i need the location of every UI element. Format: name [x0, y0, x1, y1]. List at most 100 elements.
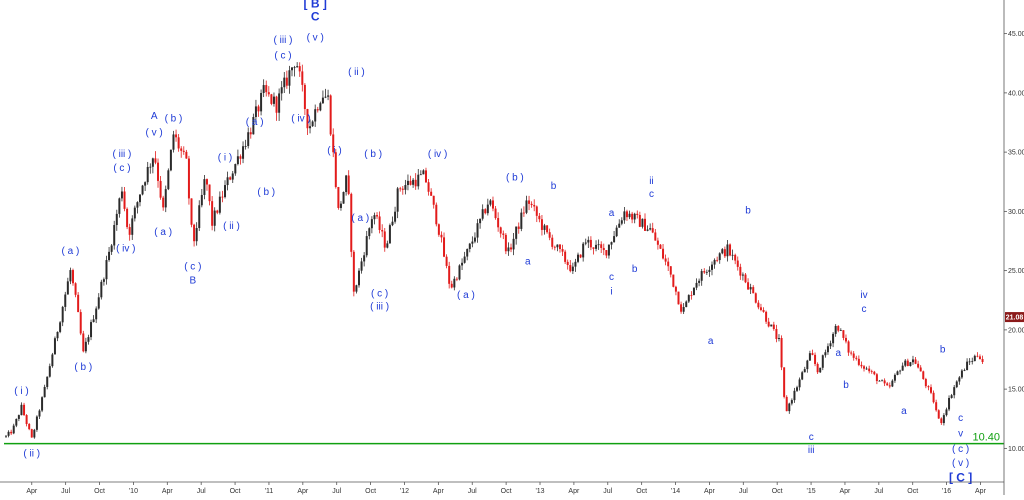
candle: [394, 206, 397, 224]
candle: [254, 99, 257, 124]
x-tick-label: Apr: [162, 488, 174, 495]
candle: [399, 186, 402, 192]
candle: [553, 245, 556, 251]
candle: [185, 149, 188, 159]
candle: [850, 350, 853, 356]
candle: [74, 282, 77, 298]
candle: [391, 216, 394, 227]
wave-label: iv: [860, 290, 867, 301]
x-tick-label: '12: [400, 488, 409, 495]
candle: [373, 212, 376, 225]
candle: [15, 418, 18, 428]
candle: [948, 395, 951, 412]
y-axis: 10.00 15.00 20.00 25.00 30.00 35.00 40.00 45.00…: [1003, 0, 1024, 495]
x-tick-label: Oct: [94, 488, 105, 495]
wave-label: ( iii ): [274, 35, 293, 46]
candle: [123, 187, 126, 212]
candle: [852, 351, 855, 361]
candle: [718, 252, 721, 264]
x-tick-label: Apr: [297, 488, 309, 495]
candle: [775, 324, 778, 343]
x-tick-label: '10: [129, 488, 138, 495]
candle: [455, 277, 458, 282]
candle: [432, 195, 435, 209]
candle: [561, 244, 564, 257]
wave-label: c: [862, 304, 867, 315]
candle: [244, 139, 247, 150]
wave-label: b: [843, 380, 849, 391]
wave-label: ( c ): [952, 444, 969, 455]
candle: [917, 360, 920, 369]
wave-labels-layer: ( i ) ( ii ) ( a ) ( b ) ( iii ) ( c ) ( iv ) A…: [14, 0, 972, 485]
candle: [826, 343, 829, 355]
candle: [574, 258, 577, 272]
x-tick-label: Oct: [907, 488, 918, 495]
candle: [754, 292, 757, 304]
wave-label: a: [708, 336, 714, 347]
candle: [901, 362, 904, 371]
candle: [687, 294, 690, 304]
candle: [654, 228, 657, 241]
candle: [744, 273, 747, 284]
candle: [71, 268, 74, 286]
wave-label: c: [609, 272, 614, 283]
candle: [963, 368, 966, 372]
y-tick-label: 25.00: [1008, 268, 1024, 275]
wave-label: b: [940, 344, 946, 355]
candle: [149, 163, 152, 174]
candle: [821, 354, 824, 371]
candle: [267, 86, 270, 97]
candle: [628, 210, 631, 220]
candle: [582, 241, 585, 262]
wave-label: ( c ): [113, 163, 130, 174]
candle: [283, 72, 286, 94]
candle: [950, 393, 953, 399]
candle: [468, 242, 471, 253]
wave-label: ( i ): [14, 386, 28, 397]
candle: [466, 248, 469, 261]
candle: [605, 250, 608, 259]
candle: [770, 324, 773, 327]
candle: [533, 199, 536, 212]
last-price-badge: 21.08: [1005, 312, 1024, 323]
candle: [953, 385, 956, 399]
x-tick-label: Apr: [704, 488, 716, 495]
candle: [218, 191, 221, 215]
candle: [747, 278, 750, 291]
candle: [499, 226, 502, 238]
candle: [172, 130, 175, 153]
candle: [723, 246, 726, 258]
candle: [280, 81, 283, 101]
candle: [177, 134, 180, 152]
candle: [231, 170, 234, 183]
candle: [301, 64, 304, 92]
candle: [59, 321, 62, 334]
candle: [749, 283, 752, 294]
candle: [110, 243, 113, 255]
x-tick-label: '14: [671, 488, 680, 495]
candle: [473, 232, 476, 244]
candle: [167, 168, 170, 191]
candle: [56, 331, 59, 342]
candle: [801, 370, 804, 381]
candle: [623, 207, 626, 224]
candle: [860, 361, 863, 369]
x-tick-label: Apr: [433, 488, 445, 495]
candle: [476, 219, 479, 243]
candle: [837, 325, 840, 333]
candle: [406, 174, 409, 191]
candle: [417, 169, 420, 190]
candle: [528, 195, 531, 211]
wave-label: ( iv ): [428, 149, 447, 160]
candle: [649, 223, 652, 231]
x-tick-label: '15: [807, 488, 816, 495]
candle: [90, 319, 93, 341]
candle: [937, 409, 940, 419]
candle: [762, 307, 765, 313]
candle: [357, 268, 360, 288]
candle: [525, 195, 528, 215]
x-tick-label: Jul: [739, 488, 748, 495]
wave-label: c: [809, 432, 814, 443]
candle: [631, 211, 634, 224]
x-tick-label: Apr: [839, 488, 851, 495]
